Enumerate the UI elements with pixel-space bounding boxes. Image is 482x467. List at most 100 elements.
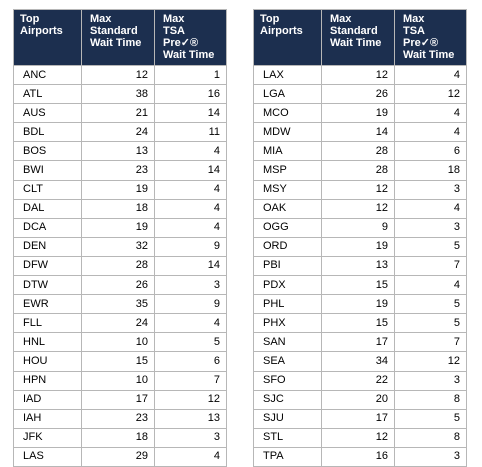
max-precheck-wait: 4 xyxy=(394,122,467,143)
airport-code: SAN xyxy=(253,332,322,353)
max-standard-wait: 15 xyxy=(321,275,395,296)
table-row: BDL 24 11 xyxy=(13,122,227,143)
max-precheck-wait: 4 xyxy=(394,103,467,124)
max-precheck-wait: 4 xyxy=(394,64,467,86)
airport-code: IAD xyxy=(13,389,82,410)
max-precheck-wait: 5 xyxy=(394,236,467,257)
max-standard-wait: 16 xyxy=(321,446,395,467)
airport-code: ATL xyxy=(13,84,82,105)
table-row: LAX 12 4 xyxy=(253,64,467,86)
table-row: DAL 18 4 xyxy=(13,198,227,219)
max-standard-wait: 26 xyxy=(81,275,155,296)
max-precheck-wait: 7 xyxy=(154,370,227,391)
header-label: Max Standard Wait Time xyxy=(330,13,382,49)
table-body: LAX 12 4 LGA 26 12 MCO 19 4 MDW 14 4 MIA 28 6 MSP 28 18 MS… xyxy=(253,64,467,467)
wait-times-table-left: Top Airports Max Standard Wait Time Max … xyxy=(13,9,227,467)
airport-code: PHX xyxy=(253,313,322,334)
airport-code: IAH xyxy=(13,408,82,429)
max-precheck-wait: 13 xyxy=(154,408,227,429)
max-precheck-wait: 6 xyxy=(154,351,227,372)
table-row: SJU 17 5 xyxy=(253,408,467,429)
airport-code: LAX xyxy=(253,64,322,86)
table-row: PHX 15 5 xyxy=(253,313,467,334)
table-row: PHL 19 5 xyxy=(253,294,467,315)
header-max-precheck-wait: Max TSA Pre✓® Wait Time xyxy=(154,9,227,66)
table-body: ANC 12 1 ATL 38 16 AUS 21 14 BDL 24 11 BOS 13 4 BWI 23 14… xyxy=(13,64,227,467)
airport-code: OAK xyxy=(253,198,322,219)
airport-code: DCA xyxy=(13,217,82,238)
airport-code: FLL xyxy=(13,313,82,334)
table-row: TPA 16 3 xyxy=(253,446,467,467)
max-standard-wait: 21 xyxy=(81,103,155,124)
max-standard-wait: 13 xyxy=(321,255,395,277)
table-row: JFK 18 3 xyxy=(13,427,227,448)
airport-code: HNL xyxy=(13,332,82,353)
table-row: DFW 28 14 xyxy=(13,255,227,277)
table-row: IAH 23 13 xyxy=(13,408,227,429)
max-standard-wait: 18 xyxy=(81,198,155,219)
max-precheck-wait: 1 xyxy=(154,64,227,86)
max-precheck-wait: 14 xyxy=(154,160,227,181)
airport-code: MSY xyxy=(253,179,322,200)
max-standard-wait: 10 xyxy=(81,332,155,353)
max-precheck-wait: 8 xyxy=(394,389,467,410)
table-row: HNL 10 5 xyxy=(13,332,227,353)
table-row: SEA 34 12 xyxy=(253,351,467,372)
table-row: BOS 13 4 xyxy=(13,141,227,162)
max-precheck-wait: 7 xyxy=(394,255,467,277)
max-standard-wait: 20 xyxy=(321,389,395,410)
max-precheck-wait: 3 xyxy=(154,275,227,296)
max-standard-wait: 35 xyxy=(81,294,155,315)
header-max-standard-wait: Max Standard Wait Time xyxy=(81,9,155,66)
max-precheck-wait: 14 xyxy=(154,255,227,277)
max-standard-wait: 22 xyxy=(321,370,395,391)
airport-code: AUS xyxy=(13,103,82,124)
max-standard-wait: 12 xyxy=(321,179,395,200)
max-standard-wait: 12 xyxy=(321,64,395,86)
max-precheck-wait: 7 xyxy=(394,332,467,353)
max-standard-wait: 9 xyxy=(321,217,395,238)
max-precheck-wait: 12 xyxy=(394,351,467,372)
table-row: CLT 19 4 xyxy=(13,179,227,200)
airport-code: SJU xyxy=(253,408,322,429)
airport-code: LAS xyxy=(13,446,82,467)
airport-code: JFK xyxy=(13,427,82,448)
header-label: Top Airports xyxy=(260,13,303,37)
table-row: HOU 15 6 xyxy=(13,351,227,372)
max-standard-wait: 26 xyxy=(321,84,395,105)
max-standard-wait: 19 xyxy=(81,217,155,238)
table-row: FLL 24 4 xyxy=(13,313,227,334)
airport-code: DEN xyxy=(13,236,82,257)
airport-code: ORD xyxy=(253,236,322,257)
table-row: MDW 14 4 xyxy=(253,122,467,143)
table-row: ATL 38 16 xyxy=(13,84,227,105)
max-precheck-wait: 4 xyxy=(154,198,227,219)
max-precheck-wait: 18 xyxy=(394,160,467,181)
table-row: PDX 15 4 xyxy=(253,275,467,296)
table-row: ANC 12 1 xyxy=(13,64,227,86)
max-precheck-wait: 5 xyxy=(394,294,467,315)
max-standard-wait: 29 xyxy=(81,446,155,467)
max-precheck-wait: 12 xyxy=(154,389,227,410)
max-standard-wait: 23 xyxy=(81,160,155,181)
airport-code: BWI xyxy=(13,160,82,181)
max-standard-wait: 18 xyxy=(81,427,155,448)
table-row: SFO 22 3 xyxy=(253,370,467,391)
max-standard-wait: 23 xyxy=(81,408,155,429)
max-standard-wait: 28 xyxy=(321,160,395,181)
max-precheck-wait: 6 xyxy=(394,141,467,162)
table-row: MIA 28 6 xyxy=(253,141,467,162)
airport-code: PHL xyxy=(253,294,322,315)
max-precheck-wait: 4 xyxy=(394,275,467,296)
max-precheck-wait: 4 xyxy=(154,313,227,334)
airport-code: ANC xyxy=(13,64,82,86)
max-standard-wait: 15 xyxy=(81,351,155,372)
max-standard-wait: 19 xyxy=(321,236,395,257)
max-standard-wait: 19 xyxy=(81,179,155,200)
table-row: DEN 32 9 xyxy=(13,236,227,257)
airport-code: MDW xyxy=(253,122,322,143)
max-standard-wait: 34 xyxy=(321,351,395,372)
max-standard-wait: 19 xyxy=(321,294,395,315)
table-row: EWR 35 9 xyxy=(13,294,227,315)
airport-code: SEA xyxy=(253,351,322,372)
